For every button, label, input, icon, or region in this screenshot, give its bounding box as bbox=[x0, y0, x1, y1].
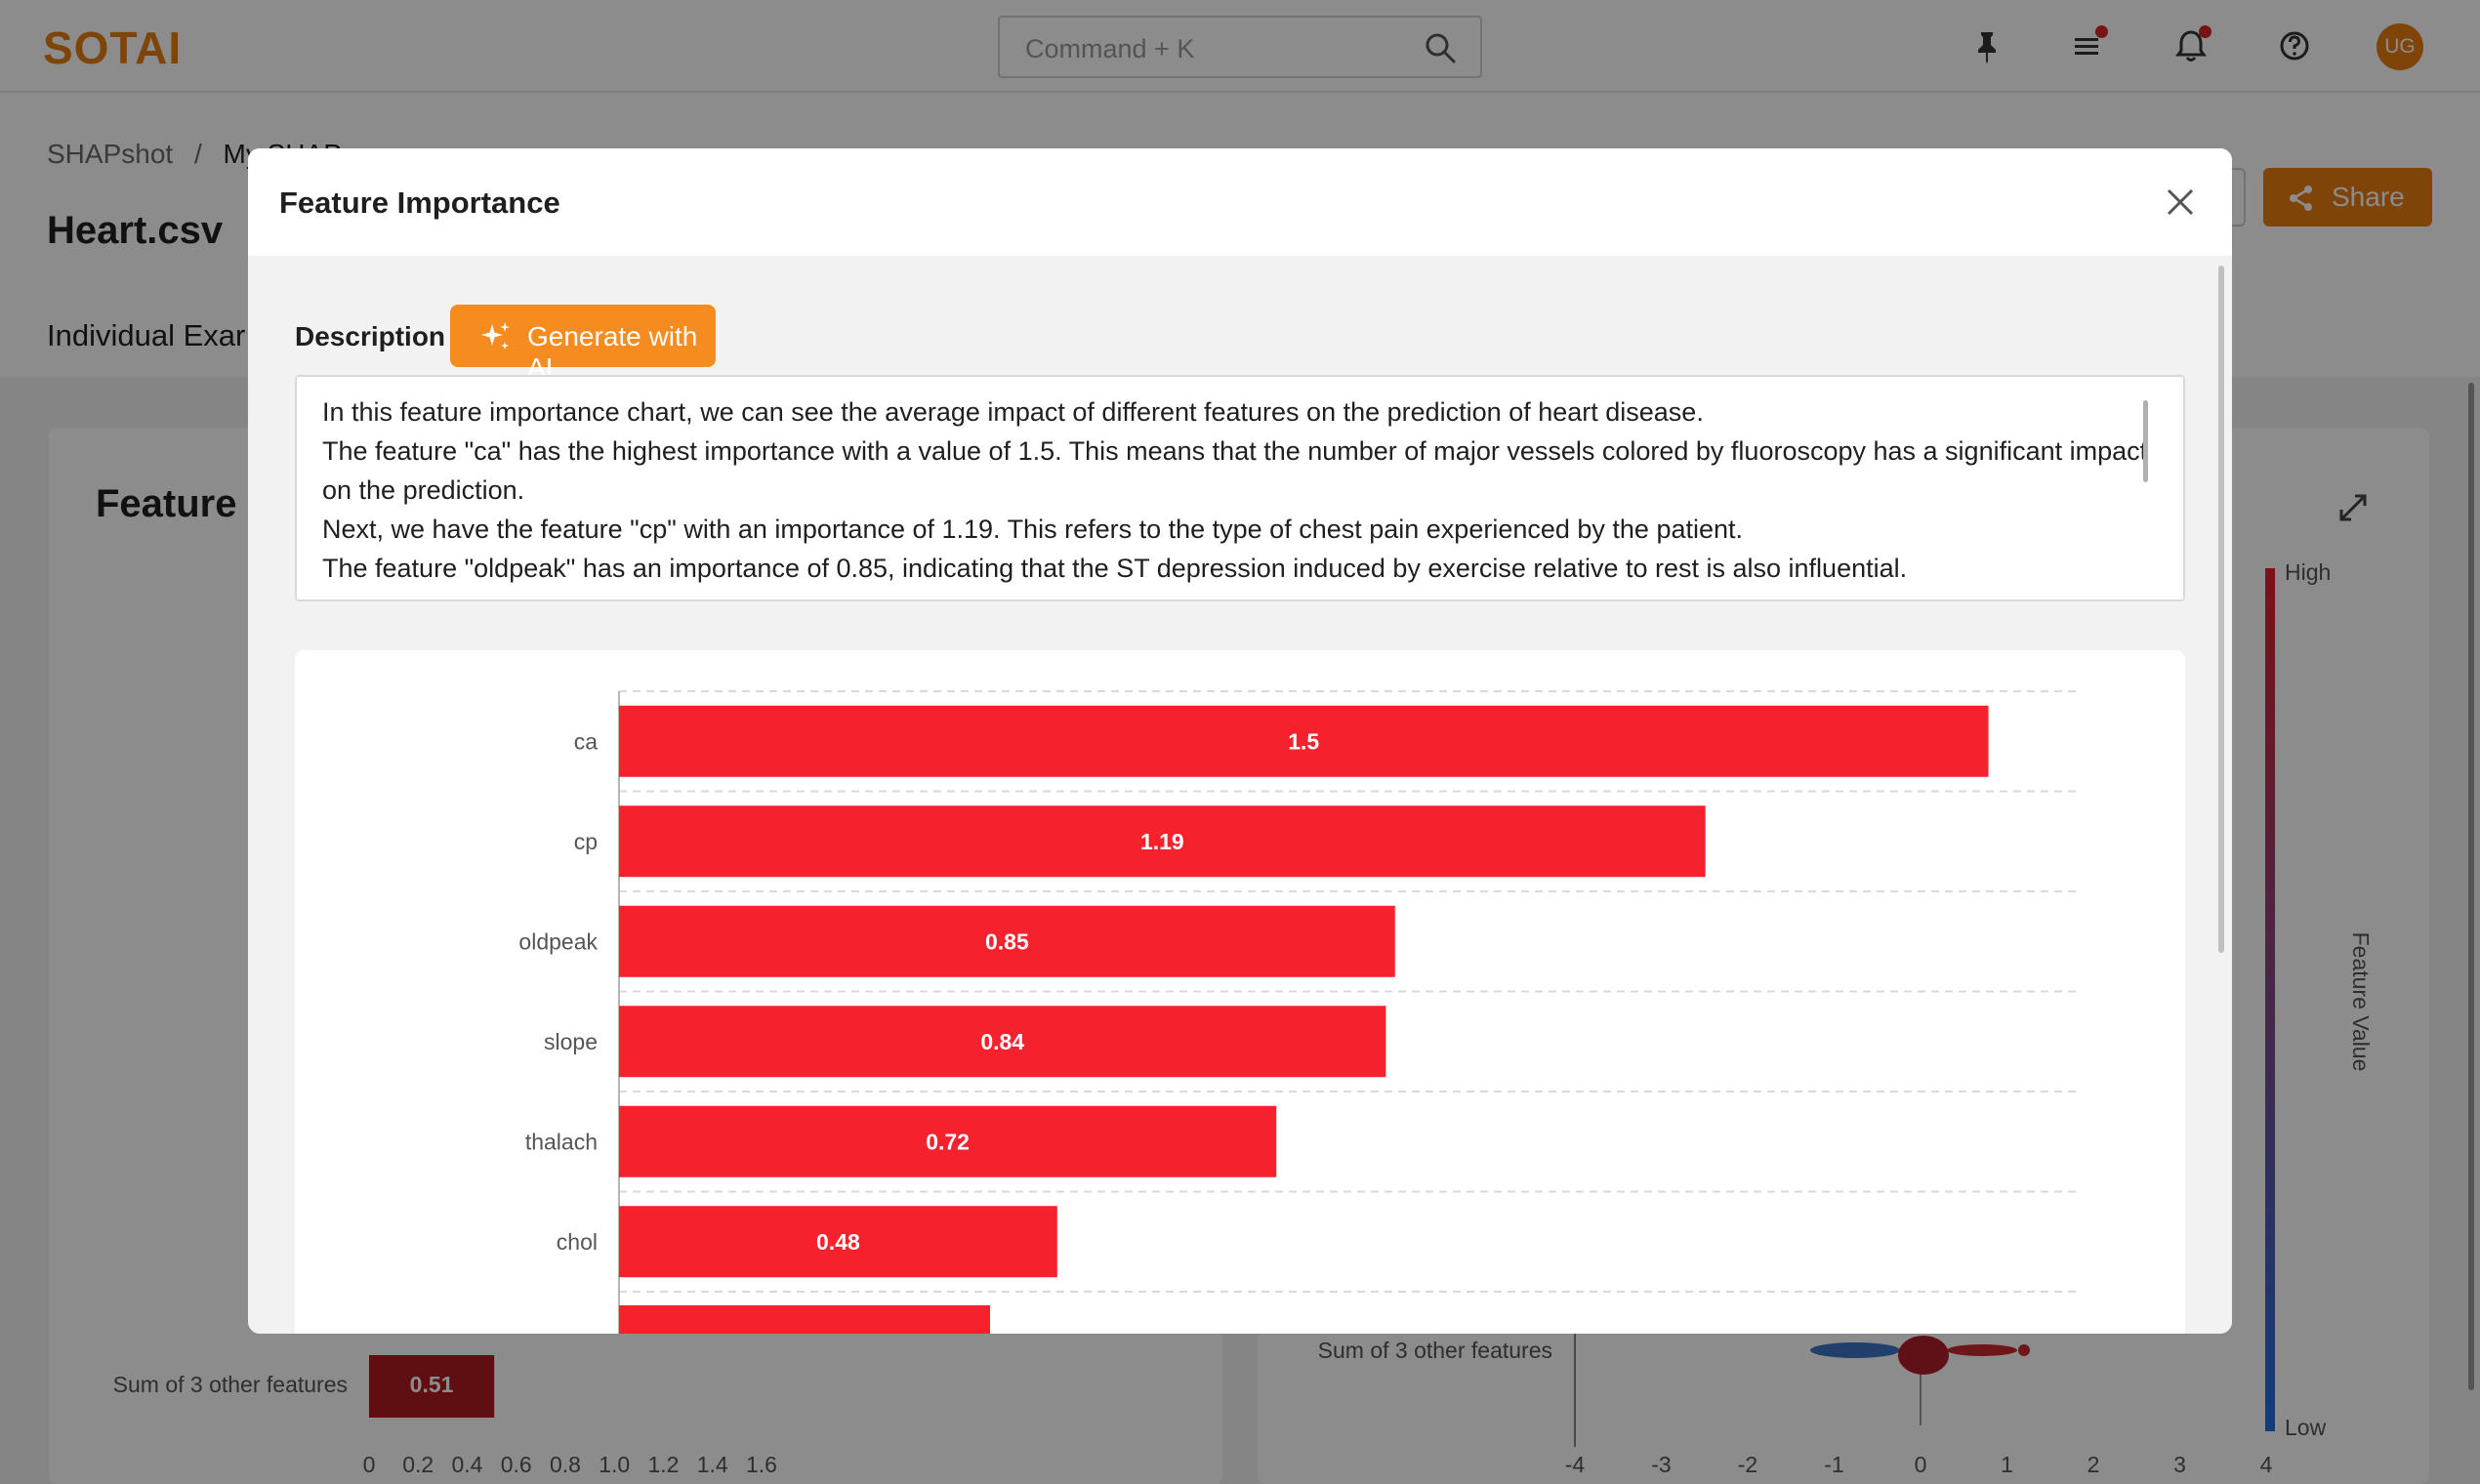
search-placeholder: Command + K bbox=[1025, 34, 1195, 63]
feature-importance-modal: Feature Importance Description Generate … bbox=[248, 148, 2232, 1334]
bg-right-x-tick: 2 bbox=[2087, 1452, 2100, 1477]
bg-beeswarm-outlier bbox=[2018, 1344, 2030, 1356]
generate-with-ai-button[interactable]: Generate with AI bbox=[450, 305, 716, 383]
bar-thalach[interactable] bbox=[619, 1105, 1277, 1177]
colorbar-low-label: Low bbox=[2285, 1415, 2327, 1440]
description-line: The feature "ca" has the highest importa… bbox=[322, 436, 2148, 505]
bg-left-x-tick: 0 bbox=[363, 1452, 376, 1477]
bg-beeswarm-red bbox=[1898, 1336, 1949, 1375]
tab-individual-examples[interactable]: Individual Exar bbox=[47, 318, 246, 352]
data-label-slope: 0.84 bbox=[980, 1029, 1024, 1054]
description-text: In this feature importance chart, we can… bbox=[322, 392, 2148, 588]
bg-right-x-tick: 1 bbox=[2001, 1452, 2013, 1477]
notification-badge bbox=[2199, 25, 2211, 38]
sparkle-icon bbox=[481, 322, 510, 350]
user-avatar[interactable]: UG bbox=[2377, 23, 2423, 70]
y-tick-label-chol: chol bbox=[557, 1229, 598, 1255]
expand-icon[interactable] bbox=[2334, 488, 2373, 527]
breadcrumb-separator: / bbox=[193, 139, 202, 169]
breadcrumb-root[interactable]: SHAPshot bbox=[47, 139, 174, 169]
bg-left-x-tick: 1.4 bbox=[697, 1452, 728, 1477]
description-line: The feature "oldpeak" has an importance … bbox=[322, 554, 1908, 583]
y-tick-label-thalach: thalach bbox=[525, 1129, 598, 1154]
data-label-thalach: 0.72 bbox=[926, 1129, 970, 1154]
modal-scrollbar[interactable] bbox=[2218, 266, 2224, 953]
page-title: Heart.csv bbox=[47, 209, 224, 252]
modal-header: Feature Importance bbox=[248, 148, 2232, 256]
search-icon bbox=[1426, 33, 1456, 63]
top-bar: SOTAI Command + K UG bbox=[0, 0, 2480, 93]
bg-left-x-tick: 1.6 bbox=[746, 1452, 777, 1477]
description-scrollbar[interactable] bbox=[2143, 400, 2148, 482]
bg-left-x-tick: 0.2 bbox=[402, 1452, 434, 1477]
description-line: Next, we have the feature "cp" with an i… bbox=[322, 515, 1744, 544]
data-label-chol: 0.48 bbox=[816, 1229, 860, 1255]
description-label: Description bbox=[295, 321, 446, 351]
description-line: In this feature importance chart, we can… bbox=[322, 397, 1704, 427]
list-badge bbox=[2095, 25, 2108, 38]
bg-right-x-tick: -1 bbox=[1824, 1452, 1843, 1477]
feature-importance-chart: ca 1.5 cp 1.19 oldpeak 0.85 slope 0.84 thalach 0.… bbox=[295, 650, 2185, 1334]
modal-title: Feature Importance bbox=[279, 186, 560, 220]
bg-left-x-tick: 0.8 bbox=[550, 1452, 581, 1477]
description-textarea[interactable]: In this feature importance chart, we can… bbox=[295, 375, 2185, 601]
bg-left-x-tick: 0.4 bbox=[452, 1452, 483, 1477]
bg-left-x-ticks: 0 0.2 0.4 0.6 0.8 1.0 1.2 1.4 1.6 bbox=[363, 1452, 777, 1477]
bell-icon[interactable] bbox=[2171, 26, 2211, 65]
bar-oldpeak[interactable] bbox=[619, 905, 1395, 977]
share-icon bbox=[2290, 186, 2312, 211]
bg-right-x-ticks: -4 -3 -2 -1 0 1 2 3 4 bbox=[1565, 1452, 2273, 1477]
bar-cp[interactable] bbox=[619, 805, 1706, 878]
share-button[interactable]: Share bbox=[2263, 168, 2432, 227]
bar-chol[interactable] bbox=[619, 1206, 1057, 1278]
bg-beeswarm-blue bbox=[1810, 1342, 1900, 1358]
bar-partial bbox=[619, 1305, 990, 1334]
bg-right-x-tick: 4 bbox=[2260, 1452, 2273, 1477]
bg-beeswarm-red-tail bbox=[1947, 1344, 2017, 1356]
y-tick-label-cp: cp bbox=[574, 829, 598, 854]
command-search-input[interactable]: Command + K bbox=[998, 16, 1482, 78]
bg-left-row-label: Sum of 3 other features bbox=[113, 1372, 348, 1397]
data-label-ca: 1.5 bbox=[1288, 728, 1319, 754]
close-icon[interactable] bbox=[2164, 186, 2197, 219]
y-tick-label-slope: slope bbox=[544, 1029, 598, 1054]
pin-icon[interactable] bbox=[1967, 26, 2006, 65]
card-title: Feature I bbox=[96, 482, 259, 525]
y-tick-label-ca: ca bbox=[574, 728, 599, 754]
bg-right-x-tick: -2 bbox=[1738, 1452, 1757, 1477]
data-label-oldpeak: 0.85 bbox=[985, 928, 1029, 954]
bg-left-bar bbox=[369, 1355, 495, 1418]
bar-slope[interactable] bbox=[619, 1006, 1386, 1078]
bg-left-x-tick: 1.2 bbox=[648, 1452, 680, 1477]
bg-right-x-tick: 0 bbox=[1915, 1452, 1927, 1477]
generate-with-ai-label: Generate with AI bbox=[527, 321, 698, 383]
bar-chart-svg: ca 1.5 cp 1.19 oldpeak 0.85 slope 0.84 thalach 0.… bbox=[518, 690, 2080, 1334]
bg-right-x-tick: -3 bbox=[1651, 1452, 1671, 1477]
bg-right-row-label: Sum of 3 other features bbox=[1318, 1338, 1552, 1363]
feature-value-colorbar bbox=[2265, 568, 2275, 1431]
bg-right-x-tick: -4 bbox=[1565, 1452, 1586, 1477]
colorbar-title: Feature Value bbox=[2348, 932, 2374, 1072]
help-icon[interactable] bbox=[2275, 26, 2314, 65]
bg-right-x-tick: 3 bbox=[2173, 1452, 2186, 1477]
sotai-logo[interactable]: SOTAI bbox=[43, 22, 183, 73]
bg-left-x-tick: 1.0 bbox=[599, 1452, 630, 1477]
data-label-cp: 1.19 bbox=[1140, 829, 1184, 854]
y-tick-label-oldpeak: oldpeak bbox=[518, 928, 598, 954]
bar-ca[interactable] bbox=[619, 705, 1989, 777]
colorbar-high-label: High bbox=[2285, 559, 2331, 585]
list-icon[interactable] bbox=[2068, 26, 2107, 65]
page-scrollbar[interactable] bbox=[2468, 383, 2474, 1390]
bg-left-x-tick: 0.6 bbox=[501, 1452, 532, 1477]
bg-left-bar-label: 0.51 bbox=[410, 1372, 454, 1397]
share-label: Share bbox=[2332, 182, 2405, 212]
